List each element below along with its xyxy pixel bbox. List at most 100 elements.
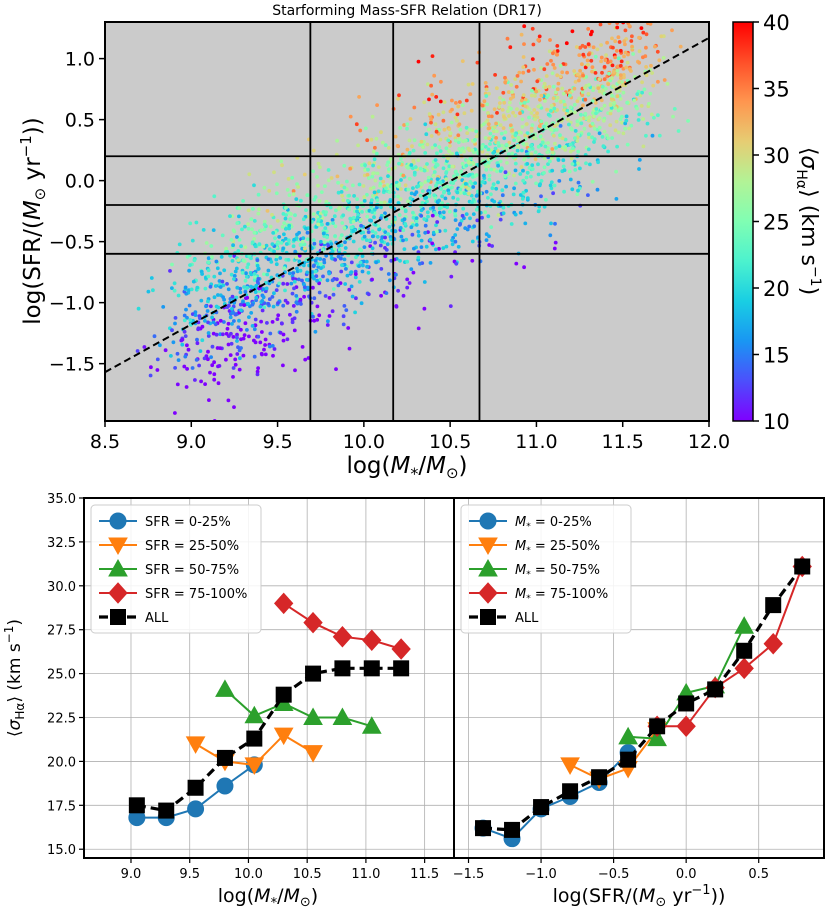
scatter-point [396,288,400,293]
scatter-point [597,89,602,94]
scatter-point [570,29,575,34]
scatter-point [245,295,250,300]
scatter-point [494,129,499,134]
scatter-point [599,59,603,64]
sfr-panel-legend-label: M* = 75-100% [515,587,608,604]
scatter-point [447,191,451,196]
scatter-point [421,145,425,149]
scatter-point [426,82,430,87]
scatter-point [303,357,308,362]
scatter-point [503,170,508,175]
scatter-point [336,180,340,185]
scatter-point [291,244,296,249]
scatter-point [260,308,265,313]
scatter-point [509,83,514,87]
scatter-point [439,187,443,191]
colorbar-label: ⟨σHα⟩ (km s−1) [793,147,823,295]
scatter-point [460,103,465,108]
scatter-point [638,93,643,98]
scatter-point [179,338,184,343]
scatter-point [225,250,230,254]
scatter-point [292,237,296,242]
scatter-point [360,210,364,214]
scatter-point [492,199,497,204]
scatter-point [512,173,516,178]
scatter-point [410,232,415,237]
mass-panel-y-tick-label: 15.0 [47,843,76,858]
scatter-point [324,253,329,258]
scatter-point [590,111,595,115]
scatter-point [318,278,323,282]
scatter-point [446,188,451,193]
scatter-y-tick-label: −0.5 [49,232,95,254]
scatter-point [553,221,557,226]
scatter-point [529,111,534,115]
scatter-point [343,240,347,245]
scatter-point [237,348,242,353]
scatter-point [562,189,566,194]
scatter-point [366,167,370,172]
scatter-point [527,166,532,170]
scatter-point [527,147,532,152]
scatter-point [369,218,373,223]
scatter-point [465,131,470,136]
scatter-point [444,171,448,176]
scatter-point [315,278,319,283]
scatter-point [347,193,351,198]
scatter-point [471,185,476,189]
scatter-point [539,179,544,183]
scatter-point [294,255,299,260]
scatter-point [503,80,508,84]
scatter-point [474,194,479,198]
scatter-point [515,74,520,78]
scatter-point [610,73,615,77]
scatter-point [370,174,375,179]
scatter-point [611,70,616,74]
scatter-point [470,181,475,186]
scatter-point [316,222,321,227]
mass-panel-data-point [334,660,351,677]
scatter-point [452,174,456,179]
scatter-point [637,112,642,117]
scatter-point [291,271,296,275]
scatter-point [305,270,310,275]
scatter-point [298,242,303,247]
scatter-point [278,256,283,260]
scatter-point [171,340,176,345]
scatter-point [354,296,358,301]
scatter-point [572,102,577,107]
scatter-point [311,148,316,153]
scatter-point [206,357,210,362]
scatter-point [627,24,632,28]
scatter-point [484,238,489,243]
scatter-point [511,192,516,197]
scatter-point [613,106,618,110]
mass-panel-x-tick-label: 9.5 [179,867,200,882]
scatter-point [220,233,225,238]
scatter-point [252,338,256,343]
scatter-point [372,157,377,162]
scatter-point [279,241,284,245]
scatter-point [402,217,407,222]
scatter-point [521,55,526,59]
scatter-point [486,195,490,200]
scatter-point [496,213,501,217]
scatter-point [342,185,347,190]
scatter-point [575,139,580,143]
scatter-point [339,269,344,274]
scatter-point [538,182,542,187]
scatter-x-tick-label: 8.5 [90,431,120,453]
scatter-point [220,279,225,284]
scatter-point [536,38,541,42]
scatter-point [311,264,316,268]
scatter-point [188,263,192,267]
scatter-point [501,205,506,210]
scatter-point [305,237,310,242]
scatter-point [425,162,429,166]
scatter-point [585,58,590,63]
scatter-point [572,159,577,164]
scatter-point [444,177,449,182]
scatter-point [530,88,534,93]
scatter-point [586,62,590,67]
scatter-point [183,334,188,338]
